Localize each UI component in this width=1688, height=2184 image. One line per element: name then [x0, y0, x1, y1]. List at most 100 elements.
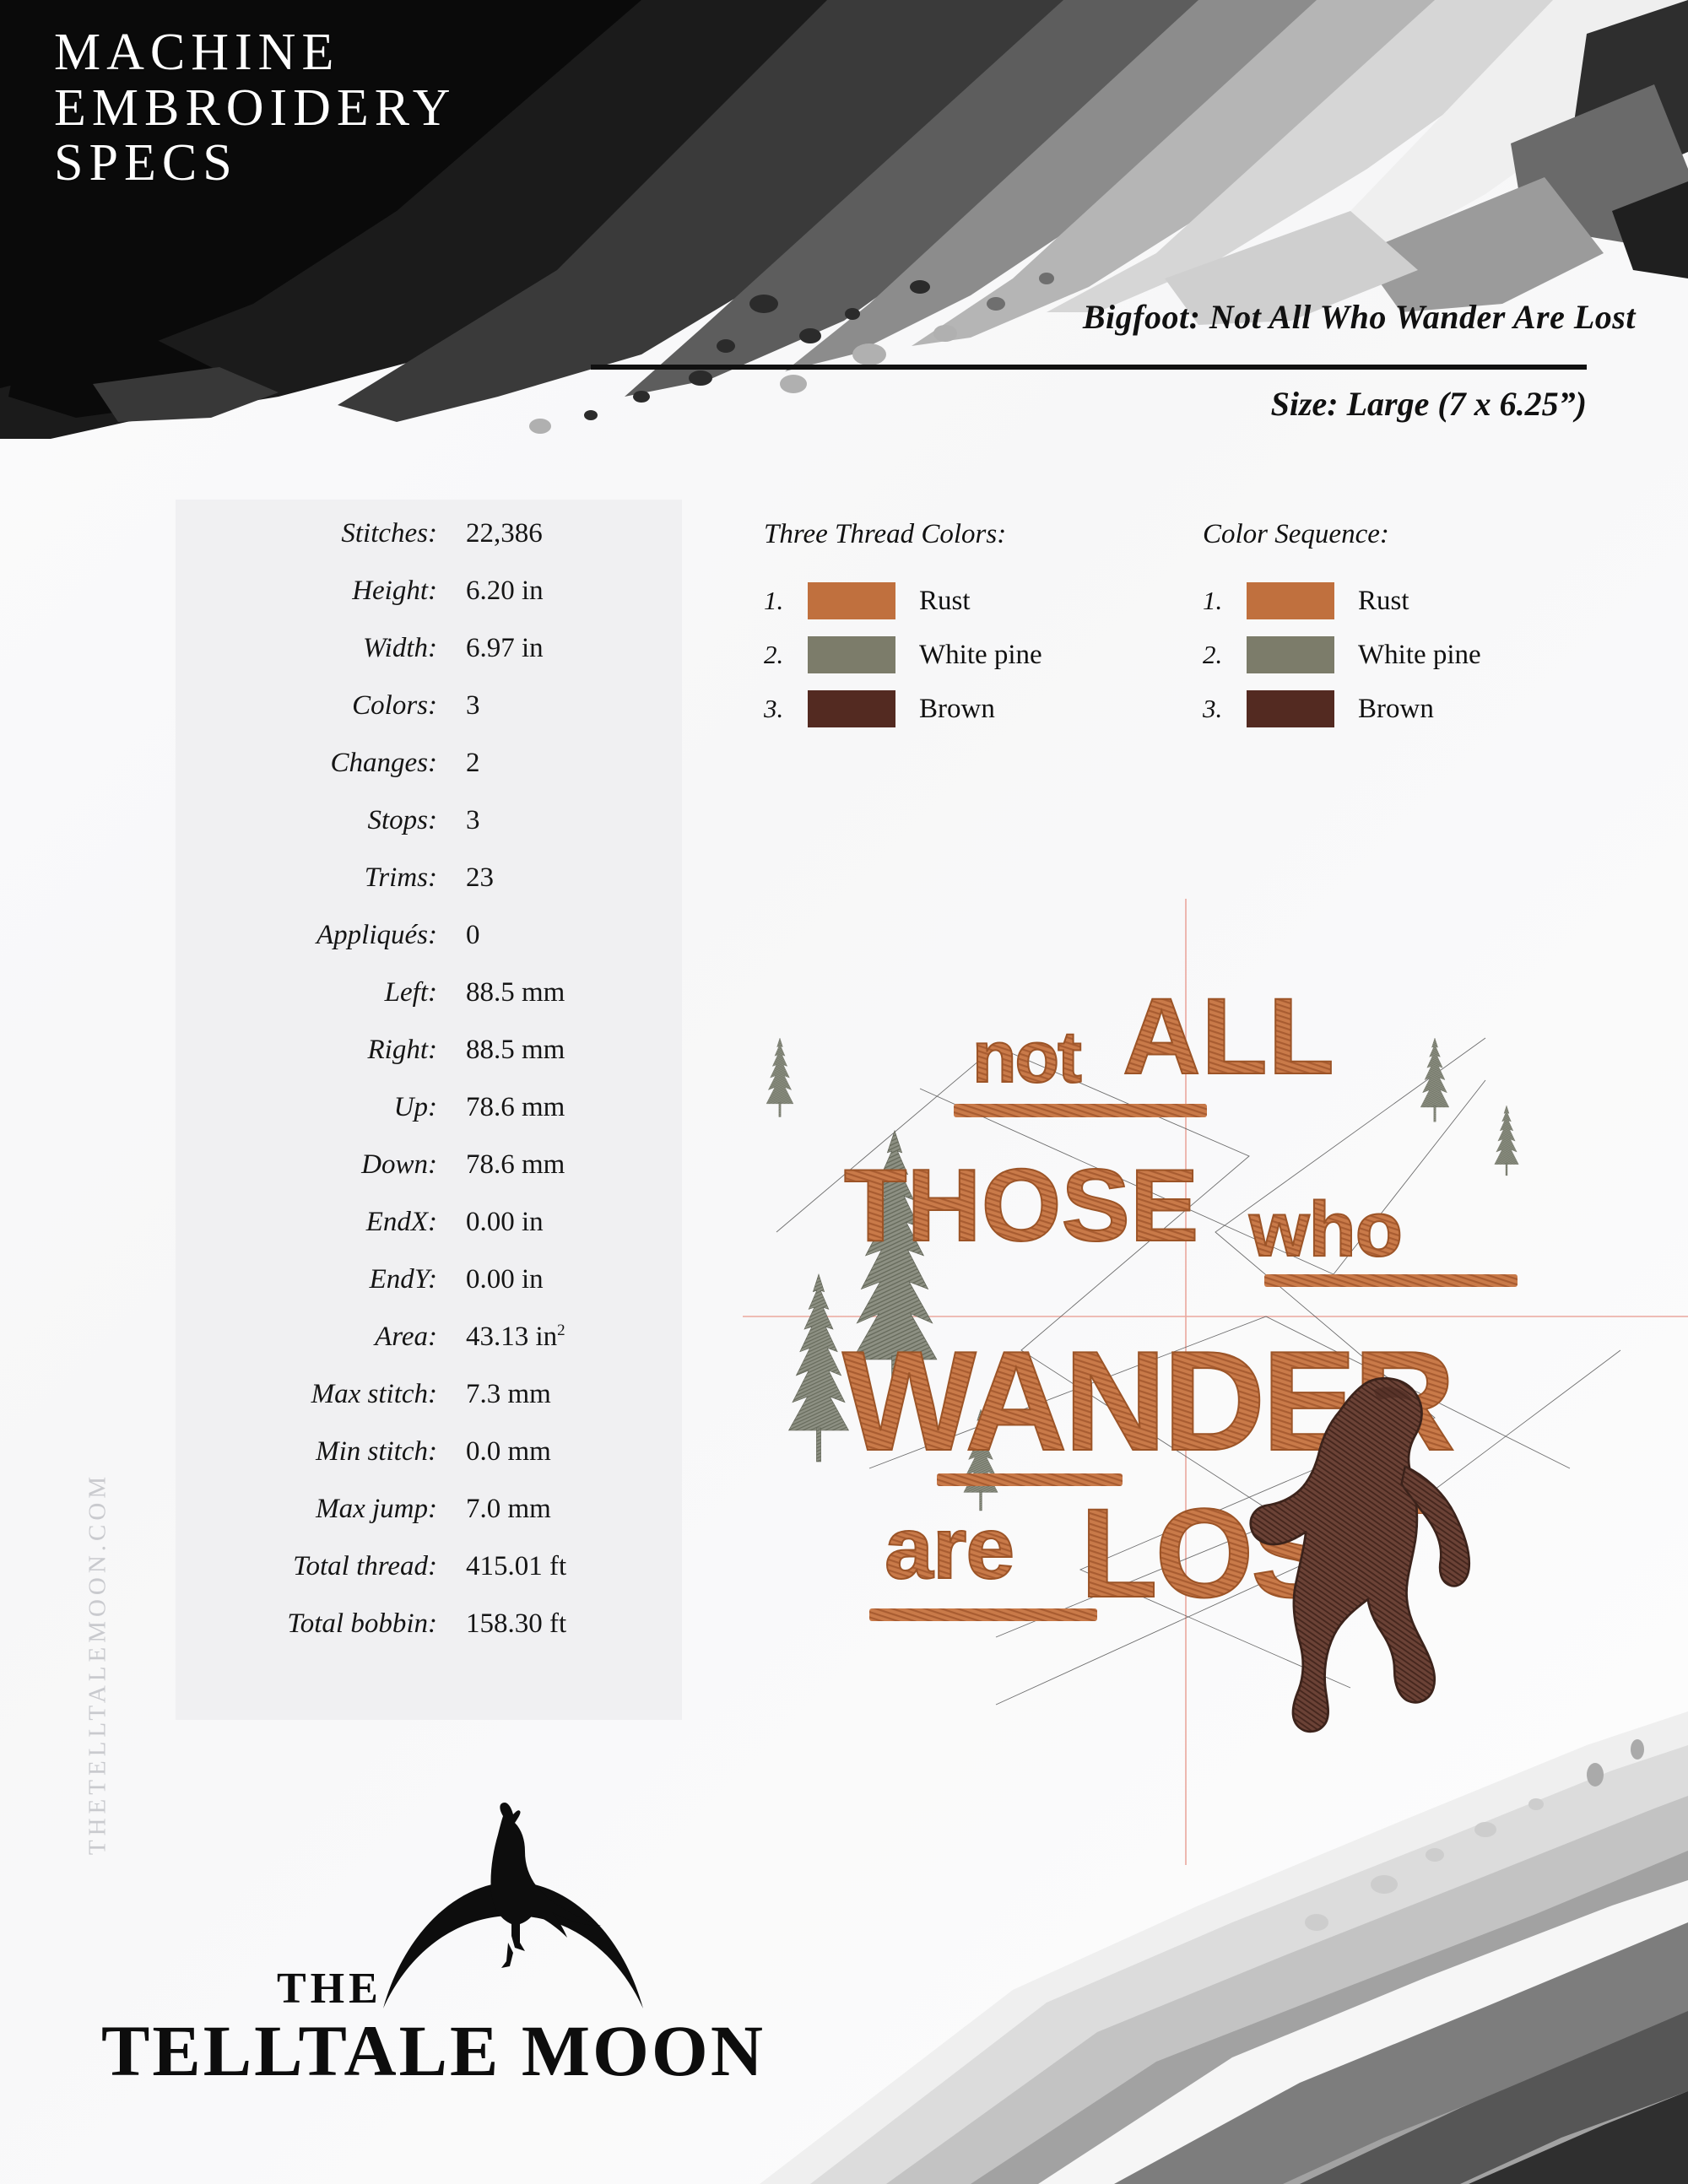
spec-value: 6.20 in	[466, 576, 544, 606]
spec-row: Width: 6.97 in	[176, 633, 682, 690]
color-swatch	[1247, 690, 1334, 727]
spec-row: Down: 78.6 mm	[176, 1149, 682, 1207]
spec-label: Max jump:	[316, 1494, 437, 1524]
spec-row: Min stitch: 0.0 mm	[176, 1436, 682, 1494]
title-divider	[591, 365, 1587, 370]
color-row: 1. Rust	[1203, 574, 1481, 628]
spec-row: Colors: 3	[176, 690, 682, 748]
color-swatch	[1247, 582, 1334, 619]
spec-row: Trims: 23	[176, 862, 682, 920]
design-size: Size: Large (7 x 6.25”)	[1270, 385, 1587, 423]
spec-row: Total bobbin: 158.30 ft	[176, 1608, 682, 1666]
color-name: Rust	[1358, 585, 1409, 616]
svg-text:who: who	[1248, 1187, 1402, 1273]
spec-value: 88.5 mm	[466, 977, 565, 1008]
spec-label: Up:	[393, 1092, 437, 1122]
spec-label: Down:	[361, 1149, 437, 1180]
spec-row: Max stitch: 7.3 mm	[176, 1379, 682, 1436]
spec-label: Width:	[363, 633, 437, 663]
color-swatch	[1247, 636, 1334, 673]
spec-label: Left:	[384, 977, 437, 1008]
spec-value: 415.01 ft	[466, 1551, 567, 1581]
color-name: Brown	[1358, 693, 1434, 724]
svg-text:not: not	[972, 1017, 1081, 1098]
spec-value: 7.3 mm	[466, 1379, 551, 1409]
spec-row: Stops: 3	[176, 805, 682, 862]
site-url-watermark: THETELLTALEMOON.COM	[84, 1472, 111, 1856]
spec-row: EndY: 0.00 in	[176, 1264, 682, 1322]
spec-value: 78.6 mm	[466, 1149, 565, 1180]
brand-name-label: TELLTALE MOON	[101, 2010, 766, 2091]
pine-trees-motif	[766, 1037, 1519, 1511]
thread-colors-heading: Three Thread Colors:	[764, 519, 1007, 549]
color-swatch	[808, 636, 895, 673]
color-index: 2.	[1203, 640, 1223, 669]
specs-panel: Stitches: 22,386 Height: 6.20 in Width: 6.97 …	[176, 500, 682, 1720]
spec-value: 3	[466, 805, 480, 835]
spec-label: Total bobbin:	[287, 1608, 437, 1639]
spec-row: Total thread: 415.01 ft	[176, 1551, 682, 1608]
spec-label: Area:	[375, 1322, 437, 1352]
spec-value: 2	[466, 748, 480, 778]
color-sequence-heading: Color Sequence:	[1203, 519, 1389, 549]
svg-text:THOSE: THOSE	[844, 1148, 1198, 1262]
color-index: 3.	[1203, 694, 1223, 723]
spec-label: Total thread:	[293, 1551, 437, 1581]
specs-table: Stitches: 22,386 Height: 6.20 in Width: 6.97 …	[176, 518, 682, 1666]
spec-value: 22,386	[466, 518, 543, 549]
color-name: Rust	[919, 585, 971, 616]
design-preview: not ALL THOSE who WANDER are LOST	[743, 878, 1688, 1890]
spec-label: Stitches:	[341, 518, 437, 549]
page-title-line-1: Machine	[54, 24, 340, 81]
spec-row: Max jump: 7.0 mm	[176, 1494, 682, 1551]
page-title: Machine Embroidery Specs	[54, 24, 645, 192]
spec-value: 43.13 in2	[466, 1322, 565, 1352]
color-row: 1. Rust	[764, 574, 1042, 628]
brand-the-label: THE	[277, 1965, 382, 2013]
spec-label: Right:	[367, 1035, 437, 1065]
color-name: White pine	[1358, 639, 1481, 670]
color-row: 2. White pine	[1203, 628, 1481, 682]
svg-text:ALL: ALL	[1123, 976, 1335, 1097]
spec-value: 0.00 in	[466, 1264, 544, 1295]
spec-row: Right: 88.5 mm	[176, 1035, 682, 1092]
design-title: Bigfoot: Not All Who Wander Are Lost	[1082, 298, 1636, 336]
color-name: Brown	[919, 693, 995, 724]
spec-row: Changes: 2	[176, 748, 682, 805]
spec-value: 0.0 mm	[466, 1436, 551, 1467]
spec-label: Trims:	[364, 862, 437, 893]
spec-value: 0.00 in	[466, 1207, 544, 1237]
spec-row: Up: 78.6 mm	[176, 1092, 682, 1149]
color-swatch	[808, 582, 895, 619]
bigfoot-silhouette	[1249, 1376, 1471, 1733]
spec-label: Stops:	[367, 805, 438, 835]
spec-value: 6.97 in	[466, 633, 544, 663]
spec-label: EndY:	[369, 1264, 437, 1295]
spec-label: Colors:	[352, 690, 437, 721]
spec-label: Max stitch:	[311, 1379, 437, 1409]
color-row: 2. White pine	[764, 628, 1042, 682]
spec-value: 3	[466, 690, 480, 721]
color-row: 3. Brown	[764, 682, 1042, 736]
spec-value: 158.30 ft	[466, 1608, 567, 1639]
spec-row: Area: 43.13 in2	[176, 1322, 682, 1379]
spec-label: Changes:	[330, 748, 438, 778]
spec-row: Stitches: 22,386	[176, 518, 682, 576]
spec-row: EndX: 0.00 in	[176, 1207, 682, 1264]
color-sequence-block: Color Sequence: 1. Rust 2. White pine 3. Brow…	[1203, 519, 1481, 736]
spec-row: Appliqués: 0	[176, 920, 682, 977]
crow-on-crescent-moon-icon	[380, 1801, 650, 2012]
spec-label: EndX:	[365, 1207, 437, 1237]
color-name: White pine	[919, 639, 1042, 670]
color-index: 3.	[764, 694, 784, 723]
color-row: 3. Brown	[1203, 682, 1481, 736]
color-index: 2.	[764, 640, 784, 669]
page-title-line-2: Embroidery	[54, 78, 457, 137]
spec-value: 0	[466, 920, 480, 950]
spec-label: Height:	[352, 576, 437, 606]
spec-row: Height: 6.20 in	[176, 576, 682, 633]
spec-value: 88.5 mm	[466, 1035, 565, 1065]
color-index: 1.	[1203, 586, 1223, 615]
spec-value: 23	[466, 862, 494, 893]
page-title-line-3: Specs	[54, 134, 238, 192]
